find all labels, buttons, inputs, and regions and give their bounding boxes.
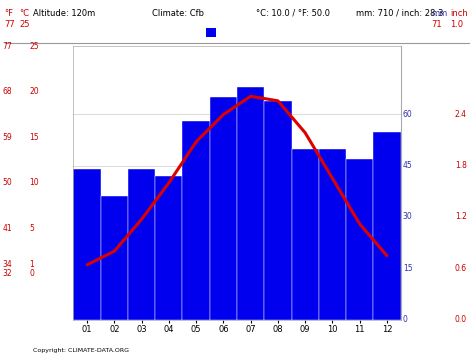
Text: 15: 15 [29, 133, 39, 142]
Text: 25: 25 [29, 42, 39, 51]
Bar [319, 149, 346, 320]
Text: 34: 34 [2, 260, 12, 269]
Bar [182, 121, 210, 320]
Text: 59: 59 [2, 133, 12, 142]
Text: °C: 10.0 / °F: 50.0: °C: 10.0 / °F: 50.0 [256, 9, 330, 18]
Bar [128, 169, 155, 320]
Text: 1.0: 1.0 [450, 20, 464, 28]
Text: 20: 20 [29, 87, 39, 96]
Text: 1.2: 1.2 [455, 213, 467, 222]
Text: 68: 68 [2, 87, 12, 96]
Text: °F: °F [5, 9, 14, 18]
Text: 5: 5 [29, 224, 34, 233]
Text: °C: °C [19, 9, 29, 18]
Text: 15: 15 [403, 264, 412, 273]
Text: 0: 0 [403, 315, 408, 324]
Text: inch: inch [450, 9, 468, 18]
Bar [292, 149, 319, 320]
Text: 45: 45 [403, 161, 413, 170]
Text: Altitude: 120m: Altitude: 120m [33, 9, 95, 18]
Text: 25: 25 [19, 20, 29, 28]
Bar [210, 97, 237, 320]
Bar [373, 132, 401, 320]
Text: mm: mm [431, 9, 447, 18]
Bar [73, 169, 100, 320]
Text: 50: 50 [2, 178, 12, 187]
Text: 10: 10 [29, 178, 39, 187]
Bar [100, 196, 128, 320]
Bar [346, 159, 373, 320]
Text: 0.0: 0.0 [455, 315, 467, 324]
Text: 77: 77 [2, 42, 12, 51]
Text: 0: 0 [29, 269, 34, 278]
Text: 1.8: 1.8 [455, 161, 467, 170]
Text: Copyright: CLIMATE-DATA.ORG: Copyright: CLIMATE-DATA.ORG [33, 348, 129, 353]
Text: 77: 77 [5, 20, 16, 28]
Bar [155, 176, 182, 320]
Text: 2.4: 2.4 [455, 110, 467, 119]
Text: 0.6: 0.6 [455, 264, 467, 273]
Text: 1: 1 [29, 260, 34, 269]
Text: 41: 41 [2, 224, 12, 233]
Text: 60: 60 [403, 110, 413, 119]
Bar [237, 87, 264, 320]
Text: 32: 32 [2, 269, 12, 278]
Text: mm: 710 / inch: 28.3: mm: 710 / inch: 28.3 [356, 9, 443, 18]
Text: Climate: Cfb: Climate: Cfb [152, 9, 204, 18]
Bar [264, 101, 292, 320]
Text: 71: 71 [431, 20, 442, 28]
Text: 30: 30 [403, 213, 413, 222]
